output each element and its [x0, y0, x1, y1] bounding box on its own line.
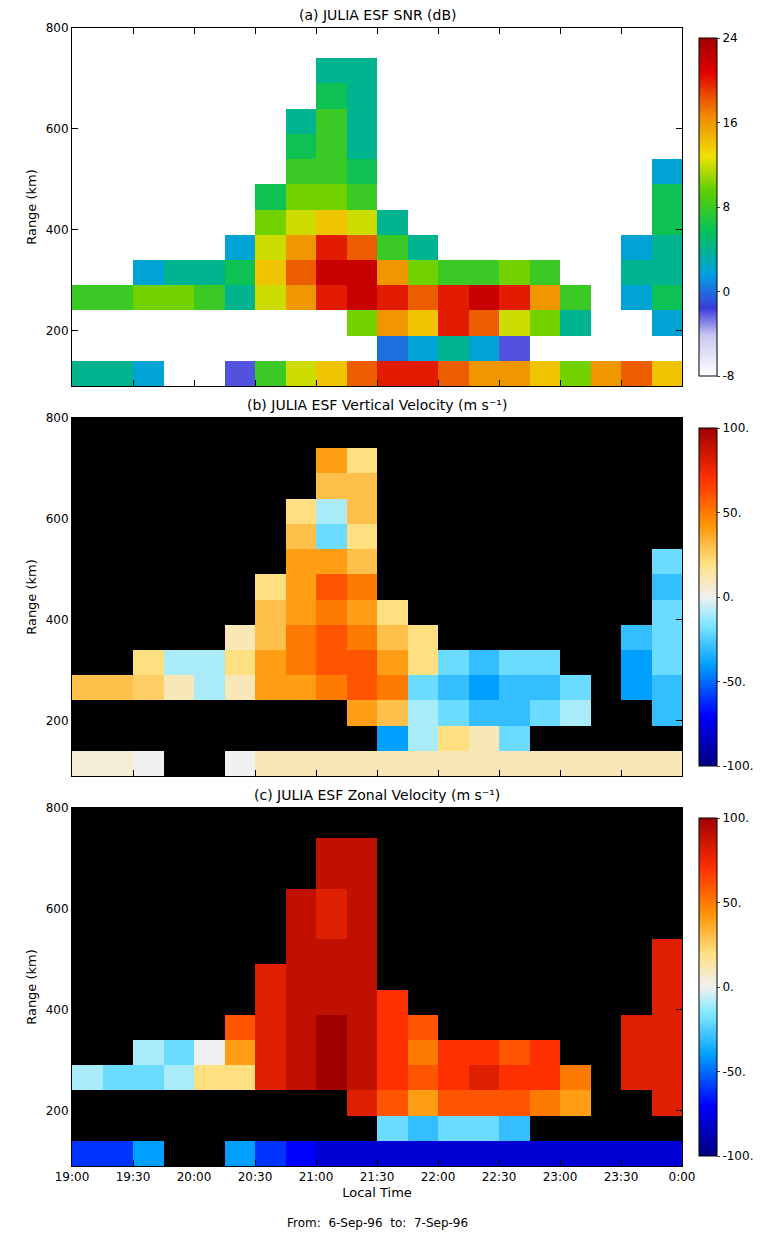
svg-text:24: 24: [722, 31, 737, 45]
svg-text:400: 400: [46, 613, 69, 627]
svg-text:0: 0: [722, 285, 730, 299]
svg-text:800: 800: [46, 801, 69, 815]
svg-text:800: 800: [46, 21, 69, 35]
svg-text:Local Time: Local Time: [342, 1185, 412, 1200]
svg-text:20:30: 20:30: [238, 1170, 273, 1184]
svg-text:22:30: 22:30: [482, 1170, 517, 1184]
svg-text:(a) JULIA ESF SNR (dB): (a) JULIA ESF SNR (dB): [299, 7, 456, 23]
svg-text:16: 16: [722, 116, 737, 130]
svg-text:200: 200: [46, 1104, 69, 1118]
svg-text:21:00: 21:00: [299, 1170, 334, 1184]
svg-text:8: 8: [722, 200, 730, 214]
svg-text:23:00: 23:00: [543, 1170, 578, 1184]
svg-text:200: 200: [46, 324, 69, 338]
svg-text:600: 600: [46, 122, 69, 136]
svg-text:400: 400: [46, 223, 69, 237]
svg-text:(c) JULIA ESF Zonal Velocity (: (c) JULIA ESF Zonal Velocity (m s⁻¹): [254, 787, 500, 803]
svg-text:50.: 50.: [722, 506, 741, 520]
svg-text:-8: -8: [722, 369, 734, 383]
svg-text:600: 600: [46, 902, 69, 916]
svg-text:-100.: -100.: [722, 1149, 753, 1163]
svg-text:23:30: 23:30: [604, 1170, 639, 1184]
svg-text:-50.: -50.: [722, 1065, 745, 1079]
svg-text:0:00: 0:00: [669, 1170, 696, 1184]
svg-text:-50.: -50.: [722, 675, 745, 689]
svg-text:800: 800: [46, 411, 69, 425]
svg-text:(b) JULIA ESF Vertical Velocit: (b) JULIA ESF Vertical Velocity (m s⁻¹): [247, 397, 507, 413]
svg-text:Range (km): Range (km): [24, 949, 39, 1025]
svg-text:Range (km): Range (km): [24, 559, 39, 635]
svg-text:100.: 100.: [722, 421, 749, 435]
svg-text:Range (km): Range (km): [24, 169, 39, 245]
svg-text:21:30: 21:30: [360, 1170, 395, 1184]
svg-text:100.: 100.: [722, 811, 749, 825]
svg-text:20:00: 20:00: [177, 1170, 212, 1184]
svg-text:50.: 50.: [722, 896, 741, 910]
svg-text:0.: 0.: [722, 590, 733, 604]
svg-text:0.: 0.: [722, 980, 733, 994]
svg-text:400: 400: [46, 1003, 69, 1017]
svg-text:600: 600: [46, 512, 69, 526]
svg-text:-100.: -100.: [722, 759, 753, 773]
svg-text:From: 6-Sep-96 to: 7-Sep-96: From: 6-Sep-96 to: 7-Sep-96: [287, 1216, 468, 1230]
svg-text:200: 200: [46, 714, 69, 728]
svg-text:22:00: 22:00: [421, 1170, 456, 1184]
svg-text:19:30: 19:30: [116, 1170, 151, 1184]
svg-text:19:00: 19:00: [55, 1170, 90, 1184]
